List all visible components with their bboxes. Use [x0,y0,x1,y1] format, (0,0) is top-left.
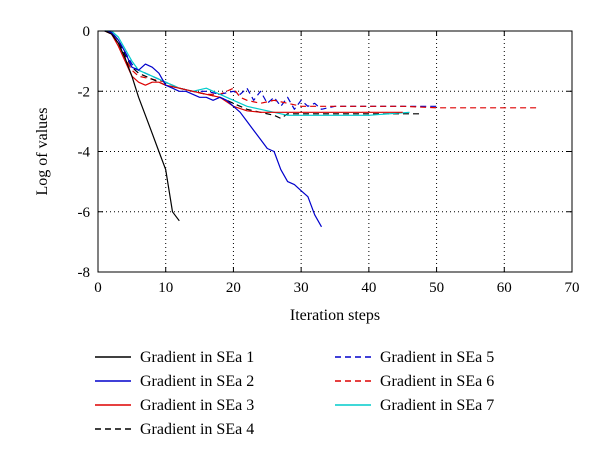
x-tick-label: 70 [565,280,580,296]
series-layer [104,30,539,228]
axis-ticks: 0 10 20 30 40 50 60 70 0 -2 -4 -6 -8 [78,24,580,296]
y-axis-label: Log of values [34,108,51,196]
x-tick-label: 20 [226,280,241,296]
x-axis-label: Iteration steps [290,307,380,324]
series-line-6 [104,30,539,109]
y-tick-label: -2 [78,84,91,100]
y-tick-label: -4 [78,145,91,161]
series-line-2 [104,30,323,228]
x-tick-label: 60 [497,280,512,296]
series-line-7 [104,30,410,116]
legend-label-6: Gradient in SEa 6 [380,373,494,390]
legend-label-5: Gradient in SEa 5 [380,349,494,366]
x-tick-label: 0 [94,280,102,296]
x-tick-label: 30 [294,280,309,296]
grid-lines [98,31,572,272]
legend-label-7: Gradient in SEa 7 [380,397,494,414]
y-tick-label: -8 [78,265,91,281]
series-line-1 [104,30,180,222]
series-line-5 [104,30,437,110]
legend: Gradient in SEa 1 Gradient in SEa 2 Gradie… [95,349,494,438]
legend-label-3: Gradient in SEa 3 [140,397,254,414]
y-tick-label: -6 [78,205,91,221]
x-tick-label: 50 [429,280,444,296]
legend-label-4: Gradient in SEa 4 [140,421,254,438]
y-tick-label: 0 [83,24,91,40]
x-tick-label: 40 [361,280,376,296]
x-tick-label: 10 [158,280,173,296]
series-line-4 [104,30,423,120]
legend-label-2: Gradient in SEa 2 [140,373,254,390]
legend-label-1: Gradient in SEa 1 [140,349,254,366]
